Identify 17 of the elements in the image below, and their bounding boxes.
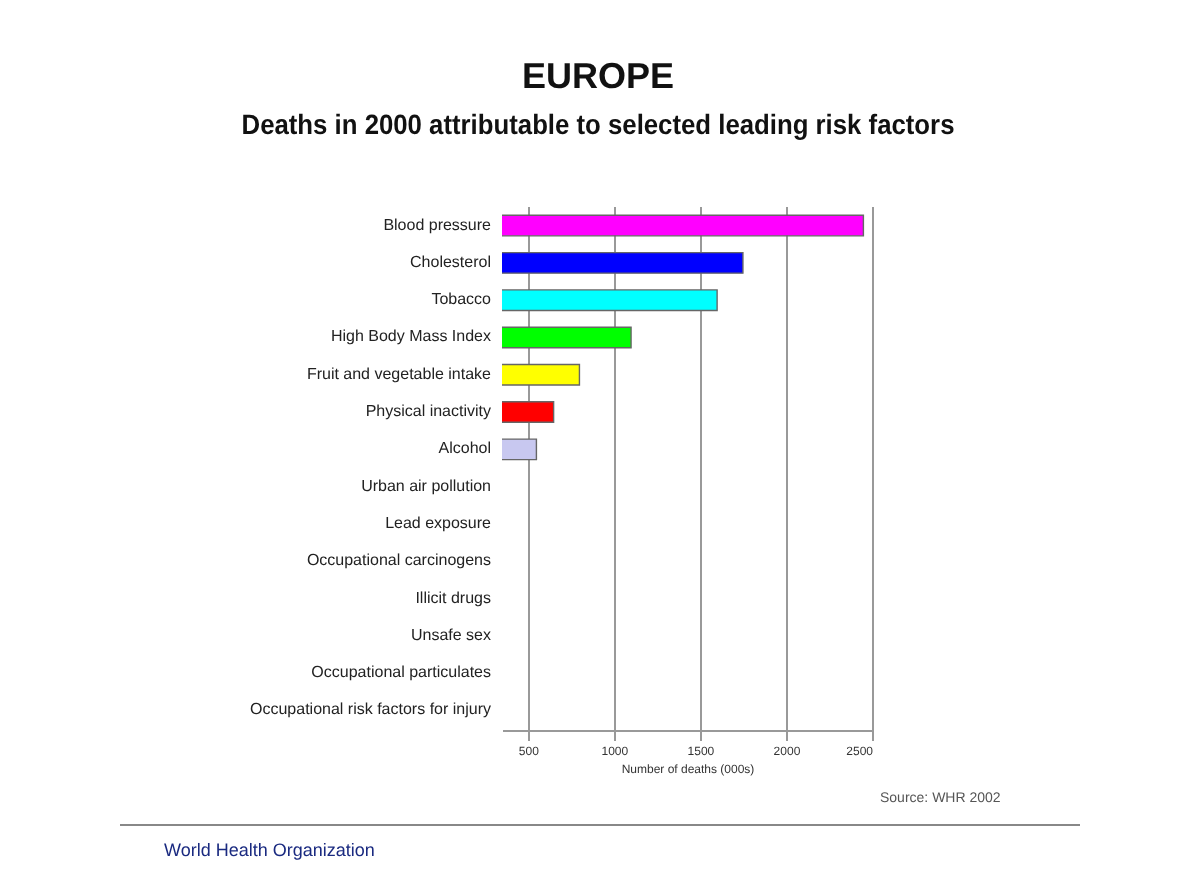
text: World Health Organization bbox=[164, 840, 375, 860]
y-tick-label: Urban air pollution bbox=[361, 476, 491, 495]
y-tick-label: High Body Mass Index bbox=[330, 327, 491, 346]
y-tick-label: Lead exposure bbox=[385, 513, 493, 532]
y-tick-label: Occupational carcinogens bbox=[306, 551, 491, 570]
y-tick-label: Blood pressure bbox=[383, 215, 493, 234]
y-tick-label: Illicit drugs bbox=[415, 588, 491, 607]
y-tick-label: Occupational particulates bbox=[311, 663, 491, 682]
y-tick-label: Occupational risk factors for injury bbox=[250, 700, 491, 719]
y-tick-label: Alcohol bbox=[438, 439, 492, 458]
chart-title: EUROPE bbox=[519, 56, 677, 98]
y-tick-label: Cholesterol bbox=[410, 252, 492, 271]
y-tick-label: Physical inactivity bbox=[365, 402, 491, 421]
y-tick-label: Tobacco bbox=[431, 290, 493, 309]
chart-subtitle: Deaths in 2000 attributable to selected leading risk factors bbox=[239, 108, 957, 140]
y-tick-label: Unsafe sex bbox=[410, 625, 491, 644]
y-tick-label: Fruit and vegetable intake bbox=[306, 364, 493, 383]
